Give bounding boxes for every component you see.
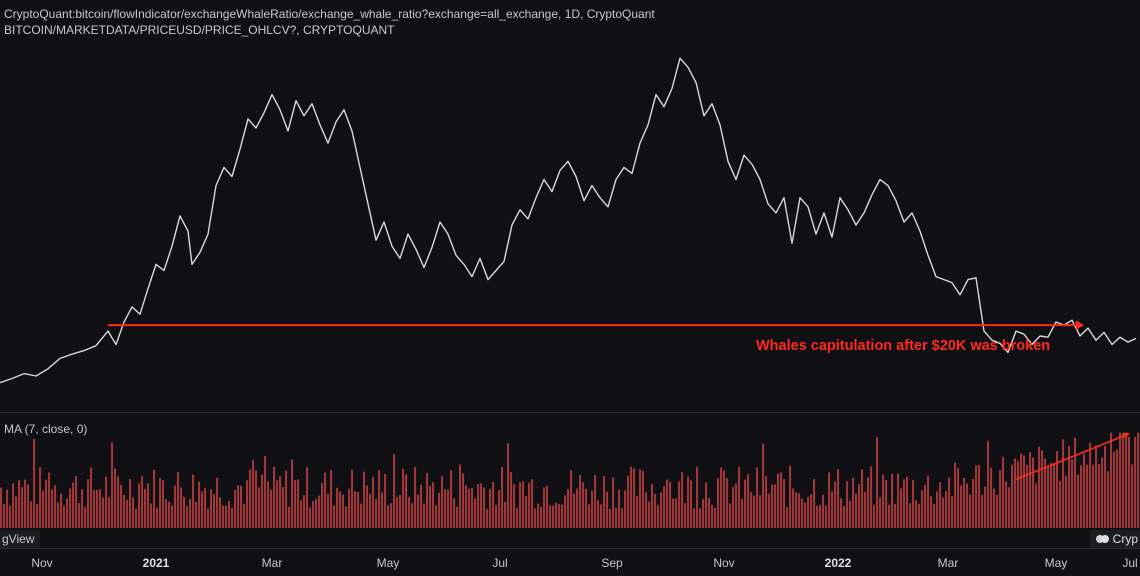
x-axis: Nov 2021 Mar May Jul Sep Nov 2022 Mar May Jul <box>0 548 1140 576</box>
panel-divider <box>0 412 1140 413</box>
series-label-1: CryptoQuant:bitcoin/flowIndicator/exchan… <box>4 6 655 22</box>
whale-ratio-histogram[interactable] <box>0 420 1140 528</box>
x-tick: Nov <box>713 556 734 570</box>
price-chart[interactable] <box>0 40 1140 410</box>
x-tick: Jul <box>492 556 507 570</box>
watermark-right-text: Cryp <box>1113 532 1138 546</box>
x-tick: Jul <box>1122 556 1137 570</box>
x-tick: Nov <box>31 556 52 570</box>
x-tick: Mar <box>938 556 959 570</box>
x-tick: Mar <box>262 556 283 570</box>
x-tick: Sep <box>601 556 622 570</box>
header-labels: CryptoQuant:bitcoin/flowIndicator/exchan… <box>4 6 655 38</box>
x-tick: 2021 <box>143 556 170 570</box>
annotation-text: Whales capitulation after $20K was broke… <box>756 338 1050 354</box>
series-label-2: BITCOIN/MARKETDATA/PRICEUSD/PRICE_OHLCV?… <box>4 22 655 38</box>
ma-label: MA (7, close, 0) <box>4 422 87 436</box>
chart-root: CryptoQuant:bitcoin/flowIndicator/exchan… <box>0 0 1140 576</box>
x-tick: 2022 <box>825 556 852 570</box>
x-tick: May <box>1045 556 1068 570</box>
logo-icon <box>1096 535 1109 543</box>
watermark-right: Cryp <box>1090 530 1140 548</box>
watermark-left: gView <box>0 530 40 548</box>
x-tick: May <box>377 556 400 570</box>
